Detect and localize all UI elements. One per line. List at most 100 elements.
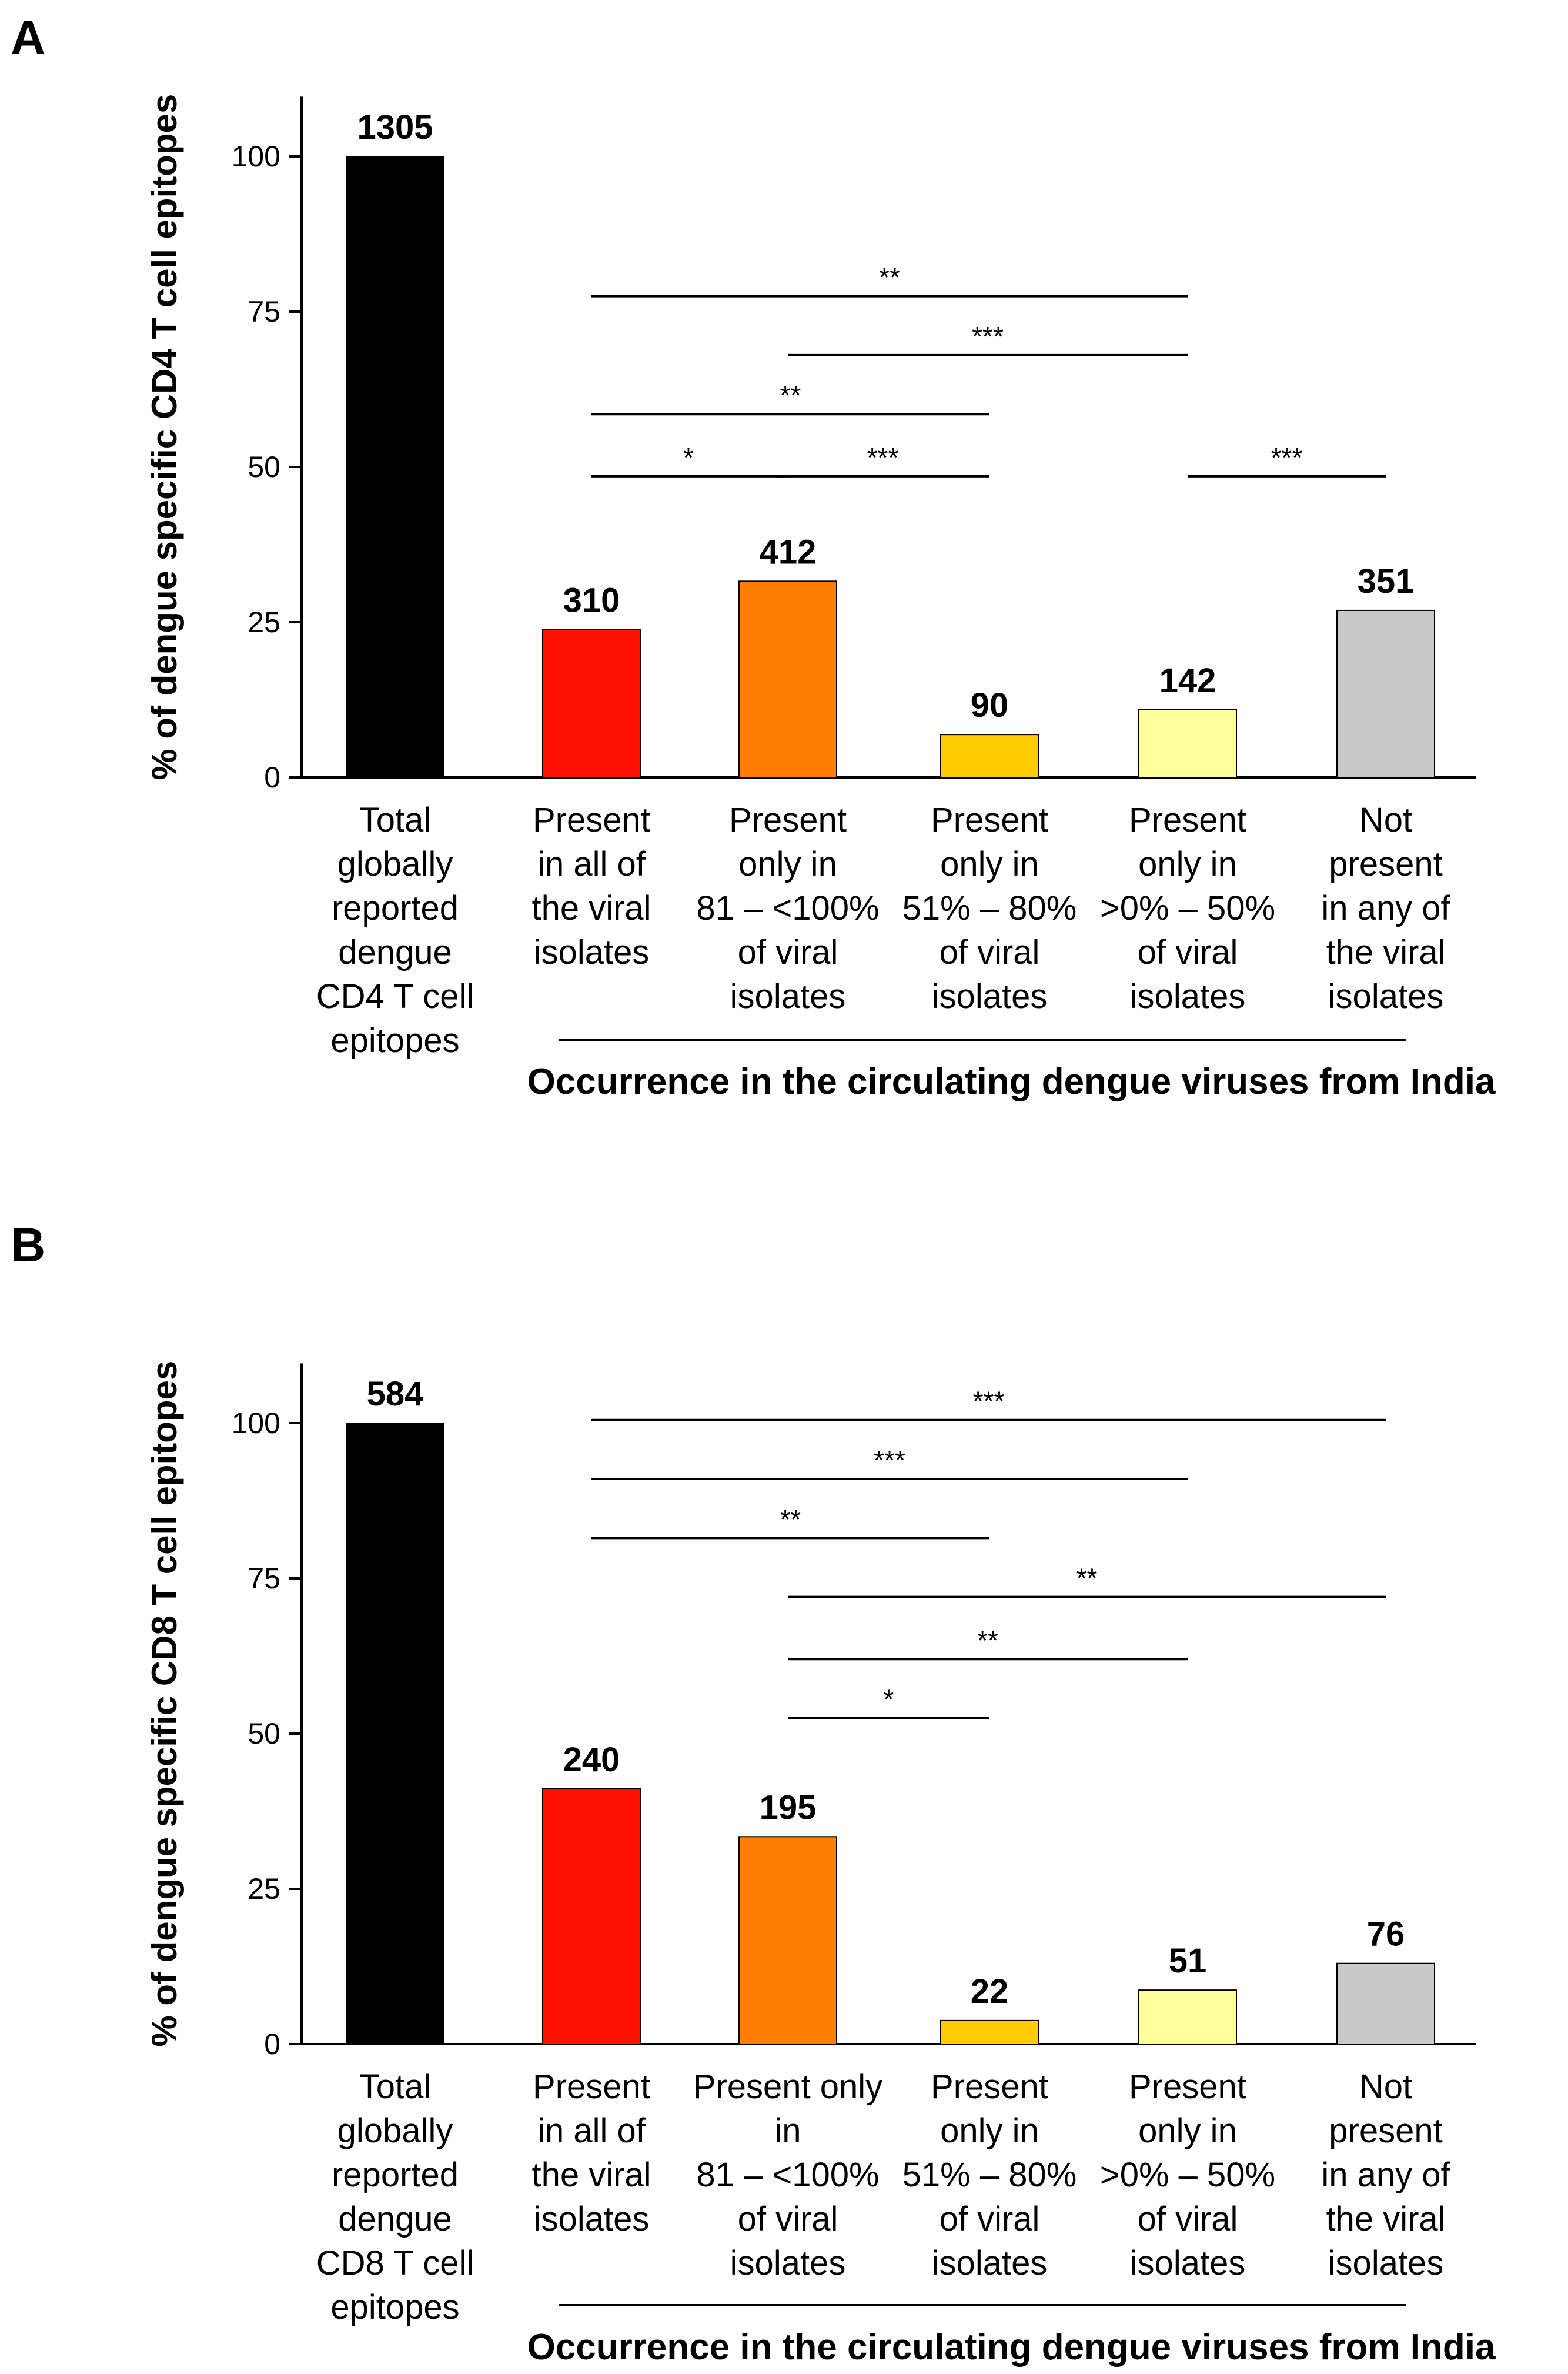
category-label-line: isolates — [730, 977, 846, 1016]
panel-a: A 0 25 50 75 100 % of dengue specific CD4 T ce… — [11, 11, 1496, 1102]
bar — [738, 1836, 837, 2045]
y-tick-label: 50 — [248, 450, 280, 483]
category-label-line: globally — [337, 2112, 453, 2150]
category-label-line: Present — [931, 2068, 1048, 2106]
category-label-line: in all of — [537, 2112, 646, 2150]
category-label-line: >0% – 50% — [1100, 2156, 1275, 2194]
category-label-line: present — [1329, 2112, 1442, 2150]
category-label-line: only in — [940, 845, 1039, 883]
y-tick-label: 0 — [264, 761, 280, 794]
category-label: Not present in any of the viral isolates — [1321, 801, 1450, 1016]
bar — [1336, 1962, 1435, 2045]
category-label-line: Present — [1129, 801, 1246, 839]
category-label-line: isolates — [534, 2200, 650, 2238]
category-label-line: Total — [359, 2068, 432, 2106]
category-label: Present only in 81 – <100% of viral isolates — [693, 2068, 882, 2282]
category-label-line: of viral — [738, 2200, 838, 2238]
bar-value-label: 51 — [1169, 1942, 1207, 1980]
category-label: Not present in any of the viral isolates — [1321, 2068, 1450, 2282]
category-label-line: Not — [1359, 801, 1412, 839]
category-label-line: CD4 T cell — [316, 977, 474, 1016]
category-label-line: Not — [1359, 2068, 1412, 2106]
category-label-line: of viral — [940, 2200, 1040, 2238]
category-label-line: of viral — [738, 933, 838, 971]
bar — [738, 580, 837, 779]
bar — [940, 734, 1039, 778]
category-label-line: dengue — [338, 933, 452, 971]
y-tick-label: 25 — [248, 606, 280, 639]
category-label: Total globally reported dengue CD4 T cell epi… — [316, 801, 474, 1060]
category-label-line: Present — [533, 2068, 650, 2106]
bar — [940, 2019, 1039, 2045]
significance-label: *** — [973, 1386, 1005, 1417]
bar — [542, 629, 641, 778]
category-label-line: isolates — [1328, 2244, 1444, 2282]
category-label-line: isolates — [730, 2244, 846, 2282]
category-label-line: the viral — [531, 2156, 651, 2194]
category-label-line: the viral — [531, 889, 651, 927]
y-axis-label: % of dengue specific CD8 T cell epitopes — [145, 1361, 184, 2047]
bar — [1336, 609, 1435, 779]
group-label: Occurrence in the circulating dengue vir… — [527, 1061, 1496, 1102]
group-label: Occurrence in the circulating dengue vir… — [527, 2327, 1496, 2368]
y-tick-label: 100 — [232, 1407, 280, 1440]
category-label-line: in any of — [1321, 889, 1450, 927]
bar — [346, 1423, 444, 2045]
category-label-line: only in — [1138, 2112, 1237, 2150]
category-label-line: Total — [359, 801, 432, 839]
category-label-line: 81 – <100% — [696, 889, 879, 927]
bar — [1138, 709, 1237, 778]
panel-b: B 0 25 50 75 100 % of dengue specific CD8 T ce… — [11, 1218, 1496, 2368]
category-label-line: epitopes — [330, 2288, 459, 2326]
category-label-line: only in — [738, 845, 837, 883]
y-tick-label: 75 — [248, 295, 280, 328]
significance-label: ** — [977, 1625, 998, 1655]
category-label: Present only in >0% – 50% of viral isolates — [1100, 2068, 1275, 2282]
bar-value-label: 195 — [760, 1788, 817, 1827]
category-label: Present only in 51% – 80% of viral isolates — [902, 2068, 1077, 2282]
category-label: Present only in 51% – 80% of viral isolates — [902, 801, 1077, 1016]
bar-value-label: 412 — [760, 533, 817, 571]
y-tick-label: 100 — [232, 140, 280, 173]
y-tick-label: 25 — [248, 1872, 280, 1905]
category-label-line: isolates — [1328, 977, 1444, 1016]
significance-label: *** — [874, 1445, 905, 1475]
category-label-line: isolates — [1130, 2244, 1246, 2282]
y-tick-label: 0 — [264, 2028, 280, 2061]
significance-label: ** — [780, 1504, 801, 1534]
panel-letter: B — [11, 1218, 45, 1272]
significance-label: ** — [879, 262, 900, 293]
panel-letter: A — [11, 11, 45, 65]
category-label-line: globally — [337, 845, 453, 883]
bar — [346, 156, 444, 778]
bar-value-label: 22 — [971, 1972, 1009, 2011]
category-label-line: isolates — [932, 977, 1048, 1016]
bar-value-label: 584 — [367, 1375, 424, 1413]
category-label-line: reported — [332, 889, 459, 927]
significance-label: ** — [1076, 1563, 1098, 1594]
bar-value-label: 142 — [1159, 662, 1216, 700]
category-label-line: in any of — [1321, 2156, 1450, 2194]
category-label-line: isolates — [932, 2244, 1048, 2282]
category-label-line: epitopes — [330, 1021, 459, 1060]
significance-label: ** — [780, 380, 801, 410]
category-label-line: 81 – <100% — [696, 2156, 879, 2194]
y-axis-label: % of dengue specific CD4 T cell epitopes — [145, 94, 184, 780]
category-label-line: the viral — [1326, 2200, 1445, 2238]
significance-label: *** — [1271, 442, 1303, 473]
bar-value-label: 76 — [1367, 1915, 1405, 1954]
category-label-line: dengue — [338, 2200, 452, 2238]
category-label: Present in all of the viral isolates — [531, 801, 651, 971]
category-label-line: Present only — [693, 2068, 882, 2106]
bar-value-label: 1305 — [357, 108, 433, 146]
category-label-line: isolates — [1130, 977, 1246, 1016]
category-label-line: only in — [1138, 845, 1237, 883]
category-label-line: 51% – 80% — [902, 889, 1077, 927]
bar-value-label: 310 — [563, 582, 620, 620]
category-label-line: Present — [729, 801, 847, 839]
bar-value-label: 351 — [1358, 562, 1415, 600]
category-label: Present only in 81 – <100% of viral isolates — [696, 801, 879, 1016]
category-label-line: in — [774, 2112, 801, 2150]
category-label: Present only in >0% – 50% of viral isolates — [1100, 801, 1275, 1016]
